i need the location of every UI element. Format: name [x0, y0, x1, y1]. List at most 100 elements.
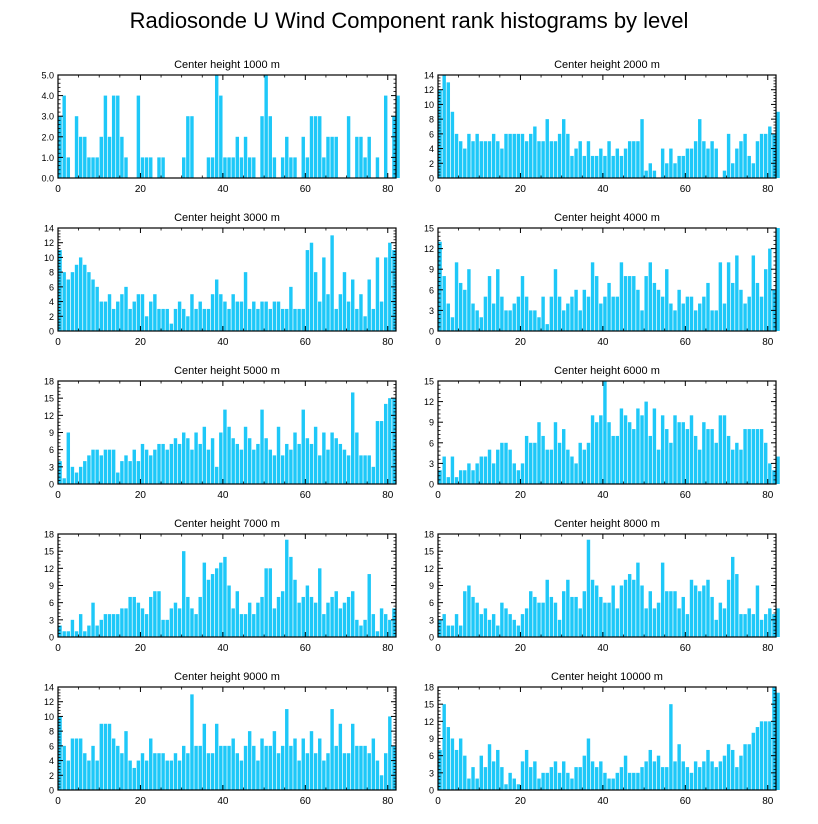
- histogram-bar: [182, 308, 186, 331]
- histogram-bar: [660, 562, 665, 637]
- histogram-bar: [202, 426, 207, 484]
- histogram-bar: [751, 732, 756, 790]
- histogram-bar: [557, 296, 562, 331]
- y-tick-label: 14: [44, 224, 54, 234]
- histogram-bar: [627, 772, 632, 790]
- histogram-bar: [318, 455, 322, 484]
- histogram-bar: [149, 596, 153, 637]
- histogram-bar: [611, 155, 615, 178]
- histogram-bar: [722, 303, 727, 331]
- histogram-bar: [74, 631, 79, 637]
- histogram-bar: [227, 426, 231, 484]
- histogram-bar: [313, 116, 318, 178]
- histogram-bar: [140, 157, 145, 178]
- histogram-bar: [252, 449, 256, 484]
- histogram-bar: [594, 276, 599, 331]
- histogram-bar: [272, 731, 277, 790]
- histogram-bar: [549, 596, 554, 637]
- histogram-bar: [512, 133, 516, 178]
- histogram-bar: [351, 723, 355, 790]
- histogram-bar: [743, 429, 747, 484]
- histogram-bar: [264, 75, 268, 178]
- y-tick-label: 18: [424, 530, 434, 540]
- histogram-bar: [487, 141, 492, 178]
- histogram-bar: [768, 126, 772, 178]
- histogram-bar: [161, 443, 165, 484]
- histogram-bar: [157, 591, 161, 637]
- histogram-bar: [755, 585, 760, 637]
- histogram-bar: [776, 228, 780, 331]
- histogram-bar: [66, 157, 71, 178]
- histogram-bar: [685, 296, 690, 331]
- y-tick-label: 3.0: [41, 112, 54, 122]
- histogram-bar: [285, 709, 289, 790]
- y-tick-label: 9: [429, 581, 434, 591]
- x-tick-label: 80: [382, 796, 394, 807]
- histogram-bar: [557, 442, 562, 484]
- histogram-bar: [243, 426, 248, 484]
- histogram-bar: [161, 308, 165, 331]
- histogram-bar: [594, 767, 599, 790]
- panel-title: Center height 10000 m: [551, 671, 663, 683]
- histogram-bar: [272, 301, 277, 331]
- histogram-bar: [722, 415, 727, 484]
- y-tick-label: 6: [49, 282, 54, 292]
- histogram-bar: [297, 443, 301, 484]
- histogram-bar: [763, 133, 768, 178]
- histogram-bar: [239, 157, 244, 178]
- histogram-bar: [149, 157, 153, 178]
- histogram-bar: [562, 310, 566, 331]
- histogram-bar: [359, 625, 363, 637]
- histogram-bar: [487, 449, 492, 484]
- histogram-bar: [722, 608, 727, 637]
- histogram-bar: [388, 242, 392, 331]
- histogram-bar: [301, 738, 305, 790]
- histogram-bar: [124, 157, 128, 178]
- y-tick-label: 15: [424, 547, 434, 557]
- histogram-bar: [379, 421, 384, 484]
- histogram-panel: Center height 5000 m 0 3 6 9 12 15 18 0 20 40 60 80: [44, 365, 397, 501]
- histogram-bar: [95, 449, 99, 484]
- histogram-bar: [190, 449, 194, 484]
- histogram-bar: [87, 455, 91, 484]
- histogram-bar: [276, 301, 281, 331]
- histogram-bar: [693, 761, 698, 790]
- histogram-bar: [648, 163, 652, 178]
- histogram-bar: [318, 568, 322, 637]
- histogram-bar: [388, 619, 392, 637]
- histogram-bar: [334, 136, 338, 178]
- x-tick-label: 40: [597, 337, 609, 348]
- histogram-bar: [383, 614, 388, 637]
- histogram-bar: [182, 551, 186, 637]
- histogram-bar: [471, 767, 475, 790]
- x-tick-label: 60: [680, 643, 692, 654]
- histogram-bar: [627, 574, 632, 637]
- x-tick-label: 40: [217, 490, 229, 501]
- histogram-bar: [726, 435, 731, 484]
- histogram-bar: [231, 438, 235, 484]
- x-tick-label: 40: [597, 184, 609, 195]
- histogram-bar: [508, 449, 512, 484]
- histogram-bar: [190, 294, 194, 331]
- histogram-bar: [673, 310, 677, 331]
- histogram-bar: [553, 141, 558, 178]
- histogram-bar: [500, 442, 504, 484]
- histogram-bar: [623, 415, 628, 484]
- histogram-bar: [714, 148, 718, 178]
- histogram-bar: [219, 95, 223, 178]
- histogram-bar: [330, 432, 334, 484]
- y-tick-label: 8: [429, 115, 434, 125]
- histogram-bar: [632, 772, 636, 790]
- histogram-bar: [305, 250, 310, 331]
- histogram-bar: [177, 443, 182, 484]
- histogram-bar: [710, 761, 714, 790]
- histogram-bar: [491, 463, 496, 484]
- panel-title: Center height 3000 m: [174, 212, 280, 224]
- x-tick-label: 20: [515, 490, 527, 501]
- y-tick-label: 6: [429, 285, 434, 295]
- histogram-bar: [512, 619, 516, 637]
- histogram-bar: [136, 461, 141, 484]
- histogram-bar: [103, 301, 108, 331]
- histogram-bar: [681, 303, 685, 331]
- histogram-bar: [454, 614, 459, 637]
